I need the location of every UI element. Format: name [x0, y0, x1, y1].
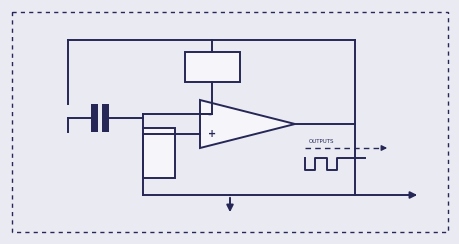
Bar [185, 52, 240, 82]
Text: -: - [207, 109, 212, 119]
Bar [91, 104, 98, 132]
Bar [102, 104, 109, 132]
Bar [143, 128, 174, 178]
Polygon shape [200, 100, 294, 148]
Text: +: + [207, 129, 216, 139]
Text: OUTPUTS: OUTPUTS [308, 139, 334, 144]
